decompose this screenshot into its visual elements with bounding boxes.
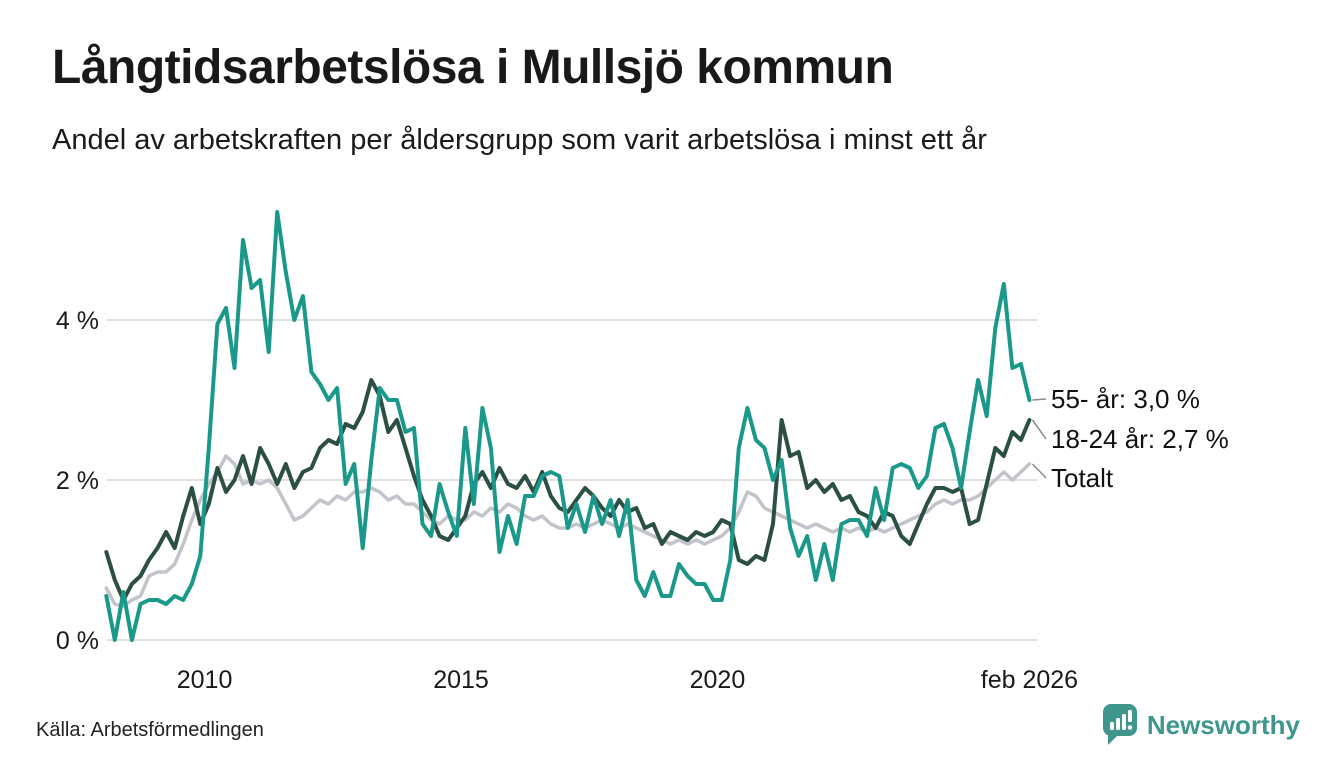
y-tick-label: 2 %: [56, 467, 99, 495]
newsworthy-logo[interactable]: Newsworthy: [1101, 703, 1300, 747]
y-tick-label: 0 %: [56, 627, 99, 655]
newsworthy-bubble-chart-icon: [1102, 704, 1137, 745]
series-end-label-1824: 18-24 år: 2,7 %: [1051, 424, 1229, 454]
x-tick-label: 2010: [177, 666, 233, 694]
series-lines: [104, 210, 1032, 642]
y-axis-tick-labels: 0 % 2 % 4 %: [56, 307, 99, 655]
chart-title: Långtidsarbetslösa i Mullsjö kommun: [52, 41, 894, 94]
gridlines: [107, 319, 1037, 641]
y-tick-label: 4 %: [56, 307, 99, 335]
series-line-1824: [104, 378, 1032, 602]
x-axis-tick-labels: 2010 2015 2020 feb 2026: [177, 666, 1078, 694]
chart-subtitle: Andel av arbetskraften per åldersgrupp s…: [52, 124, 987, 156]
x-tick-label: feb 2026: [981, 666, 1078, 694]
source-note: Källa: Arbetsförmedlingen: [36, 719, 264, 741]
x-tick-label: 2015: [433, 666, 489, 694]
label-connector-1824: [1031, 419, 1047, 440]
label-connector-totalt: [1031, 463, 1047, 479]
series-end-labels: 55- år: 3,0 % 18-24 år: 2,7 % Totalt: [1031, 384, 1229, 493]
x-tick-label: 2020: [690, 666, 746, 694]
series-line-55: [104, 210, 1032, 642]
label-connector-55: [1032, 398, 1047, 401]
series-end-label-55: 55- år: 3,0 %: [1051, 384, 1200, 414]
series-end-label-totalt: Totalt: [1051, 463, 1114, 493]
newsworthy-wordmark: Newsworthy: [1146, 709, 1300, 740]
